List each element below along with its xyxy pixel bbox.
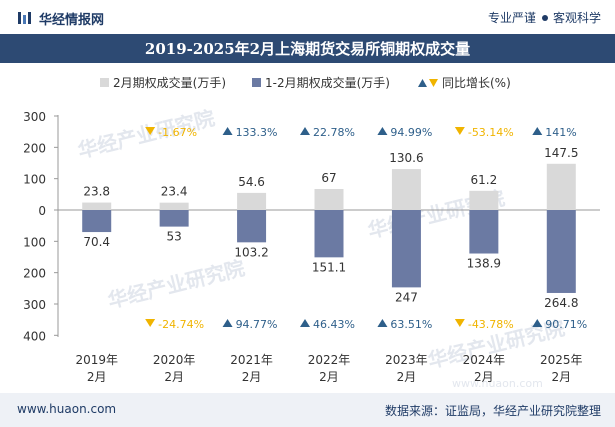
x-category-label-month: 2月 — [397, 370, 417, 384]
legend-swatch-feb — [100, 78, 109, 87]
data-label-ytd: 264.8 — [544, 296, 578, 310]
data-label-feb: 147.5 — [544, 146, 578, 160]
bar-feb — [469, 190, 499, 210]
legend-swatch-ytd — [252, 78, 261, 87]
legend-label-yoy: 同比增长(%) — [442, 76, 511, 90]
y-tick-label: 400 — [23, 329, 46, 343]
bar-feb — [237, 192, 267, 210]
bar-ytd — [159, 210, 189, 227]
bar-ytd — [391, 210, 421, 288]
top-bar: 华经情报网 专业严谨 客观科学 — [0, 0, 615, 34]
brand-name: 华经情报网 — [39, 13, 105, 28]
brand-tags: 专业严谨 客观科学 — [488, 9, 601, 26]
bar-feb — [391, 169, 421, 210]
bar-ytd — [469, 210, 499, 254]
chart-title: 2019-2025年2月上海期货交易所铜期权成交量 — [144, 40, 471, 58]
yoy-feb-label: 22.78% — [313, 126, 355, 139]
yoy-ytd-up-triangle — [222, 319, 233, 327]
bar-ytd — [546, 210, 576, 293]
data-label-feb: 23.8 — [83, 185, 110, 199]
y-tick-label: 100 — [23, 173, 46, 187]
yoy-feb-label: -53.14% — [468, 126, 514, 139]
footer-website: www.huaon.com — [17, 402, 117, 416]
yoy-ytd-down-triangle — [145, 319, 156, 327]
legend-label-ytd: 1-2月期权成交量(万手) — [265, 75, 390, 90]
y-tick-label: 0 — [38, 204, 46, 218]
yoy-ytd-label: 94.77% — [236, 318, 278, 331]
yoy-ytd-label: 63.51% — [390, 318, 432, 331]
data-label-ytd: 103.2 — [234, 245, 268, 259]
yoy-feb-label: 133.3% — [236, 126, 278, 139]
chart-area: 华经产业研究院 华经产业研究院 华经产业研究院 华经产业研究院 www.huaon.co… — [0, 63, 615, 393]
x-category-label-month: 2月 — [551, 370, 571, 384]
x-category-label-month: 2月 — [474, 370, 494, 384]
yoy-feb-up-triangle — [300, 127, 310, 135]
x-category-label-year: 2020年 — [153, 353, 196, 367]
yoy-ytd-up-triangle — [532, 319, 543, 327]
bar-ytd — [237, 210, 267, 243]
data-label-ytd: 138.9 — [467, 257, 501, 271]
x-category-label-year: 2025年 — [540, 353, 583, 367]
legend-label-feb: 2月期权成交量(万手) — [113, 75, 226, 90]
tag-professional: 专业严谨 — [487, 11, 536, 25]
yoy-feb-down-triangle — [454, 127, 465, 135]
data-label-feb: 67 — [321, 171, 336, 185]
x-category-label-year: 2022年 — [308, 353, 351, 367]
yoy-feb-label: 141% — [545, 126, 576, 139]
x-category-label-year: 2024年 — [463, 353, 506, 367]
data-label-ytd: 151.1 — [312, 260, 346, 274]
bar-ytd — [314, 210, 344, 258]
y-tick-label: 300 — [23, 298, 46, 312]
x-category-label-month: 2月 — [319, 370, 339, 384]
footer: www.huaon.com 数据来源：证监局，华经产业研究院整理 — [0, 393, 615, 427]
watermark-text: 华经产业研究院 — [105, 256, 247, 313]
yoy-feb-label: 94.99% — [390, 126, 432, 139]
bar-feb — [314, 189, 344, 210]
legend-up-triangle — [418, 79, 427, 87]
tag-objective: 客观科学 — [552, 11, 601, 25]
yoy-ytd-label: -43.78% — [468, 318, 514, 331]
bar-feb — [159, 202, 189, 210]
yoy-feb-label: -1.67% — [158, 126, 197, 139]
y-tick-label: 200 — [23, 267, 46, 281]
x-category-label-year: 2023年 — [385, 353, 428, 367]
x-category-label-month: 2月 — [164, 370, 184, 384]
yoy-ytd-label: -24.74% — [158, 318, 204, 331]
yoy-ytd-label: 90.71% — [545, 318, 587, 331]
x-category-label-month: 2月 — [87, 370, 107, 384]
yoy-feb-up-triangle — [377, 127, 388, 135]
y-tick-label: 300 — [23, 110, 46, 124]
yoy-feb-up-triangle — [222, 127, 233, 135]
bar-feb — [82, 202, 112, 210]
data-label-feb: 61.2 — [470, 173, 497, 187]
x-category-label-year: 2019年 — [75, 353, 118, 367]
yoy-ytd-up-triangle — [377, 319, 388, 327]
x-category-label-year: 2021年 — [230, 353, 273, 367]
yoy-feb-down-triangle — [145, 127, 156, 135]
y-tick-label: 200 — [23, 141, 46, 155]
data-label-ytd: 53 — [167, 230, 182, 244]
yoy-ytd-up-triangle — [300, 319, 310, 327]
y-tick-label: 100 — [23, 235, 46, 249]
x-category-label-month: 2月 — [242, 370, 262, 384]
title-bar: 2019-2025年2月上海期货交易所铜期权成交量 — [0, 34, 615, 63]
yoy-ytd-label: 46.43% — [313, 318, 355, 331]
data-label-ytd: 70.4 — [83, 235, 110, 249]
bar-chart: 华经产业研究院华经产业研究院华经产业研究院华经产业研究院www.huaon.co… — [23, 75, 600, 390]
data-label-feb: 23.4 — [161, 185, 188, 199]
huajing-logo-icon — [18, 12, 31, 24]
bar-feb — [546, 163, 576, 210]
yoy-feb-up-triangle — [532, 127, 543, 135]
data-label-ytd: 247 — [395, 290, 418, 304]
bar-ytd — [82, 210, 112, 233]
tag-separator-dot — [541, 15, 548, 21]
data-label-feb: 54.6 — [238, 175, 265, 189]
footer-source: 数据来源：证监局，华经产业研究院整理 — [384, 404, 601, 418]
legend-down-triangle — [429, 79, 438, 87]
watermark-url: www.huaon.com — [452, 377, 543, 390]
yoy-ytd-down-triangle — [454, 319, 465, 327]
data-label-feb: 130.6 — [389, 151, 423, 165]
